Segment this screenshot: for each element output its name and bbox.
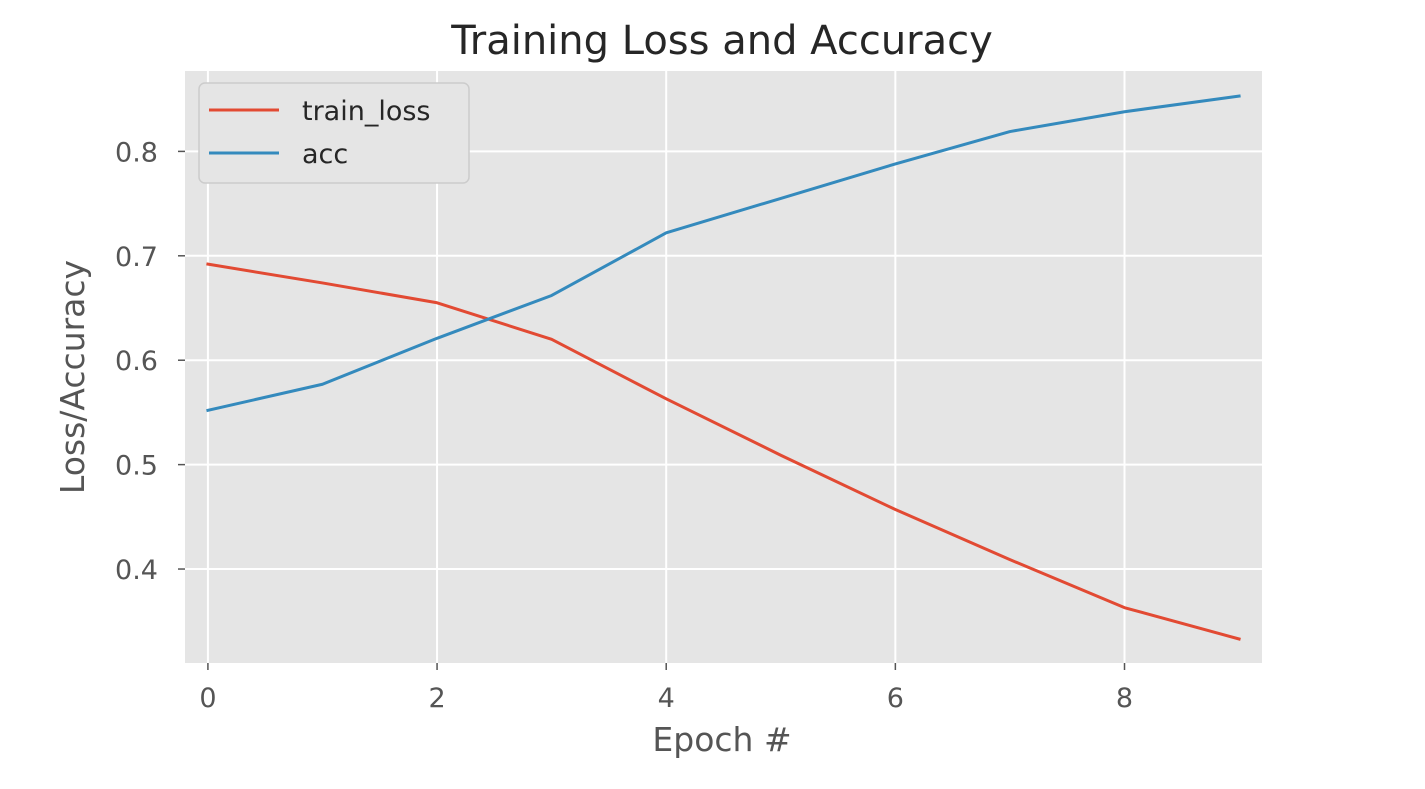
series-line-train-loss: [206, 262, 1241, 641]
x-axis-label: Epoch #: [652, 720, 791, 759]
y-tick-label: 0.5: [115, 451, 158, 482]
x-tick-label: 4: [658, 683, 675, 714]
x-tick-label: 2: [428, 683, 445, 714]
y-tick-label: 0.4: [115, 555, 158, 586]
legend-label: acc: [302, 139, 348, 170]
x-tick-label: 6: [887, 683, 904, 714]
y-tick-label: 0.6: [115, 346, 158, 377]
legend-box: [198, 82, 470, 184]
legend-label: train_loss: [302, 96, 431, 127]
y-axis-label: Loss/Accuracy: [53, 260, 92, 494]
x-tick-label: 8: [1116, 683, 1133, 714]
y-axis-ticks: 0.4 0.5 0.6 0.7 0.8: [115, 137, 185, 586]
y-tick-label: 0.7: [115, 242, 158, 273]
series-lines: [206, 94, 1241, 641]
y-tick-label: 0.8: [115, 137, 158, 168]
grid-lines: [185, 71, 1262, 663]
chart-title: Training Loss and Accuracy: [450, 18, 993, 64]
series-line-acc: [206, 94, 1241, 413]
x-axis-ticks: 0 2 4 6 8: [199, 663, 1133, 714]
x-tick-label: 0: [199, 683, 216, 714]
